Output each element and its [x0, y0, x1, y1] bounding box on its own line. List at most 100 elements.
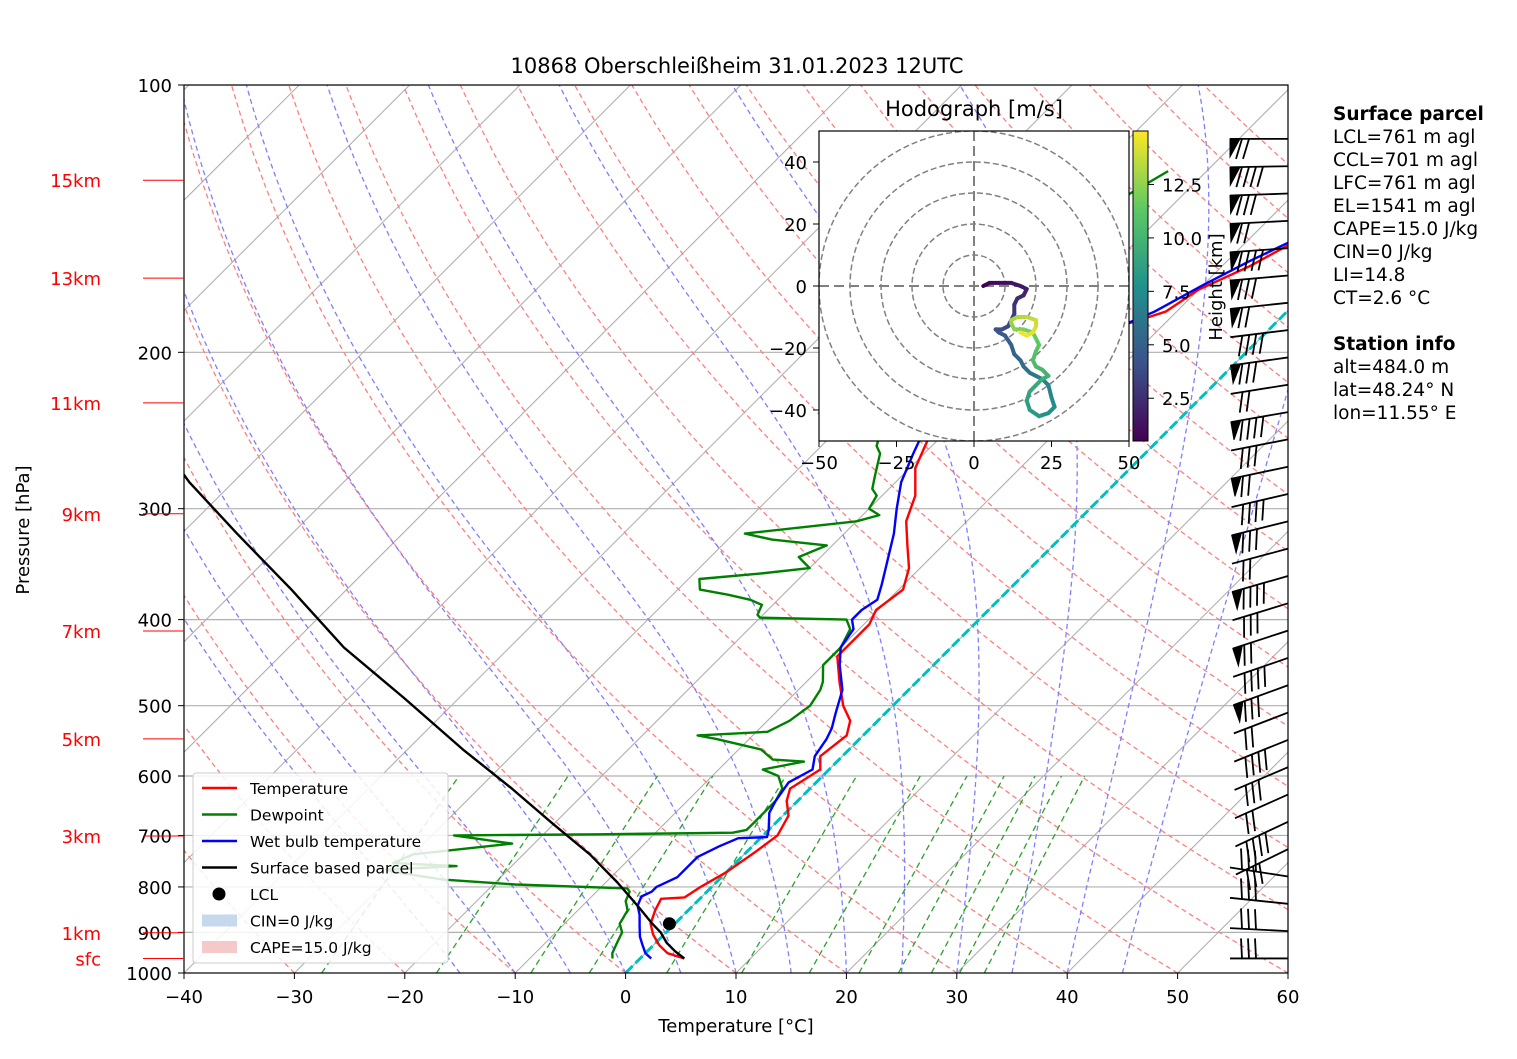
- height-label: 15km: [50, 171, 101, 192]
- mixing-ratio-line: [530, 775, 659, 973]
- colorbar-label: Height [km]: [1206, 233, 1227, 340]
- wind-barb: [1232, 657, 1289, 694]
- surface-parcel-cape: CAPE=15.0 J/kg: [1333, 219, 1479, 240]
- dry-adiabat: [184, 119, 847, 973]
- wind-barb: [1230, 383, 1289, 413]
- mixing-ratio-line: [741, 775, 858, 973]
- info-panel: Surface parcel LCL=761 m agl CCL=701 m a…: [1333, 103, 1484, 425]
- surface-parcel-li: LI=14.8: [1333, 265, 1406, 286]
- moist-adiabat: [184, 422, 571, 973]
- wind-barb: [1230, 356, 1289, 386]
- wind-barb: [1231, 575, 1289, 612]
- isotherm-line: [184, 85, 742, 643]
- legend: Temperature Dewpoint Wet bulb temperature S…: [192, 772, 449, 964]
- mixing-ratio-line: [435, 775, 569, 973]
- dry-adiabat: [288, 85, 1068, 973]
- y-tick-label: 600: [138, 767, 172, 788]
- isotherm-line: [846, 530, 1288, 973]
- height-label: 13km: [50, 269, 101, 290]
- isotherm-line: [184, 85, 410, 312]
- dry-adiabat: [184, 594, 516, 973]
- hodograph-x-tick-label: 0: [968, 453, 979, 474]
- wind-barb: [1229, 137, 1288, 160]
- x-tick-label: −20: [386, 987, 424, 1008]
- x-tick-label: −40: [165, 987, 203, 1008]
- x-tick-label: 50: [1166, 987, 1189, 1008]
- y-tick-label: 500: [138, 697, 172, 718]
- x-tick-label: 30: [945, 987, 968, 1008]
- wind-barb: [1235, 848, 1289, 891]
- wind-barb: [1234, 766, 1289, 807]
- wind-barb: [1230, 329, 1289, 357]
- x-axis-label: Temperature [°C]: [657, 1016, 813, 1037]
- wind-barb: [1234, 793, 1289, 835]
- wind-barb: [1231, 547, 1289, 582]
- x-tick-label: −30: [275, 987, 313, 1008]
- moist-adiabat: [184, 97, 682, 973]
- x-tick-label: 60: [1277, 987, 1300, 1008]
- hodograph-inset: Hodograph [m/s] −50 −25 0 25 50 40 20 0 −20 −40 2…: [769, 97, 1227, 474]
- dry-adiabat: [345, 85, 1178, 973]
- surface-parcel-heading: Surface parcel: [1333, 104, 1484, 125]
- colorbar-tick-label: 5.0: [1162, 336, 1191, 357]
- height-label: sfc: [75, 949, 101, 970]
- wind-barb: [1233, 711, 1289, 750]
- hodograph-x-tick-label: −50: [800, 453, 838, 474]
- dry-adiabat: [860, 85, 1288, 496]
- legend-swatch: [202, 914, 237, 927]
- surface-parcel-lcl: LCL=761 m agl: [1333, 127, 1476, 148]
- moist-adiabat: [1066, 85, 1210, 973]
- moist-adiabat: [1121, 387, 1288, 973]
- station-info-alt: alt=484.0 m: [1333, 357, 1450, 378]
- y-tick-label: 400: [138, 611, 172, 632]
- legend-label: Dewpoint: [250, 807, 324, 825]
- y-tick-label: 300: [138, 500, 172, 521]
- hodograph-x-tick-label: 50: [1118, 453, 1141, 474]
- moist-adiabat: [558, 85, 906, 973]
- y-tick-label: 100: [138, 76, 172, 97]
- wind-barb: [1229, 301, 1289, 329]
- surface-parcel-ccl: CCL=701 m agl: [1333, 150, 1478, 171]
- dry-adiabat: [459, 85, 1288, 911]
- hodograph-x-tick-label: 25: [1040, 453, 1063, 474]
- wind-barb: [1229, 274, 1289, 301]
- hodograph-trace-segment: [1018, 330, 1029, 338]
- hodograph-trace-segment: [1046, 383, 1054, 400]
- legend-box: [192, 772, 449, 964]
- wind-barb: [1232, 684, 1289, 724]
- legend-label: LCL: [250, 886, 278, 904]
- wind-barb: [1235, 821, 1289, 863]
- moist-adiabat: [326, 85, 792, 973]
- isotherm-line: [625, 309, 1288, 973]
- station-info-lon: lon=11.55° E: [1333, 403, 1457, 424]
- y-tick-label: 1000: [126, 964, 172, 985]
- wind-barb: [1230, 438, 1289, 470]
- wind-barb: [1229, 247, 1289, 273]
- legend-label: CAPE=15.0 J/kg: [250, 939, 372, 957]
- wind-barb: [1229, 908, 1289, 933]
- mixing-ratio-line: [983, 775, 1086, 973]
- wind-barb: [1230, 465, 1289, 498]
- wind-barb: [1233, 739, 1289, 779]
- parcel-line: [184, 472, 686, 960]
- colorbar: [1132, 130, 1149, 442]
- hodograph-y-tick-label: −40: [769, 401, 807, 422]
- moist-adiabat: [245, 85, 737, 973]
- colorbar-tick-label: 12.5: [1162, 175, 1202, 196]
- wind-barb: [1232, 629, 1289, 668]
- isotherm-line: [184, 85, 521, 422]
- legend-label: CIN=0 J/kg: [250, 913, 333, 931]
- surface-parcel-cin: CIN=0 J/kg: [1333, 242, 1433, 263]
- height-label: 9km: [62, 505, 101, 526]
- hodograph-y-tick-label: 40: [784, 153, 807, 174]
- colorbar-tick-label: 7.5: [1162, 282, 1191, 303]
- dry-adiabat: [230, 85, 958, 973]
- x-tick-label: 10: [725, 987, 748, 1008]
- legend-label: Temperature: [249, 780, 348, 798]
- legend-label: Wet bulb temperature: [250, 833, 421, 851]
- x-tick-label: 40: [1056, 987, 1079, 1008]
- mixing-ratio-line: [930, 775, 1036, 973]
- height-label: 1km: [62, 924, 101, 945]
- mixing-ratio-line: [897, 775, 1005, 973]
